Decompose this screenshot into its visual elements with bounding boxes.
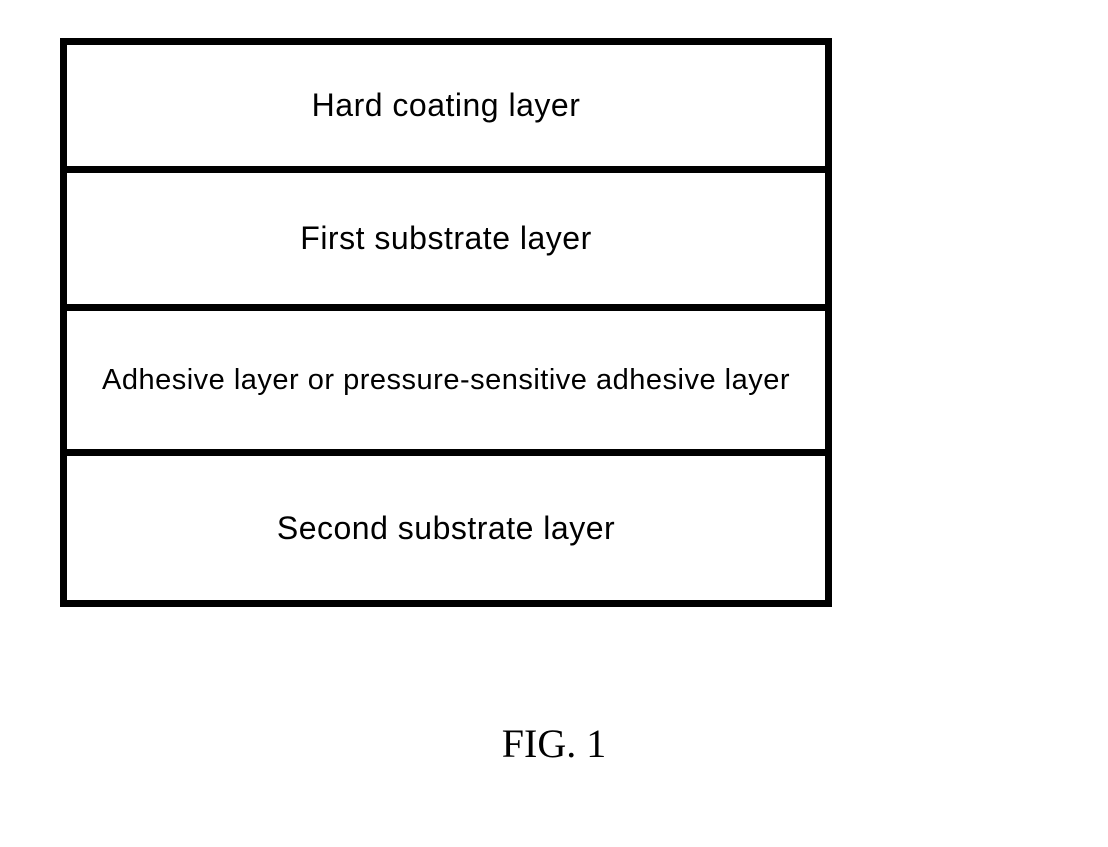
caption-text: FIG. 1 xyxy=(502,721,606,766)
layer-label: First substrate layer xyxy=(300,220,591,257)
layer-label: Adhesive layer or pressure-sensitive adh… xyxy=(102,364,790,397)
layer-adhesive: Adhesive layer or pressure-sensitive adh… xyxy=(60,304,832,449)
layer-stack-diagram: Hard coating layer First substrate layer… xyxy=(60,38,832,607)
figure-caption: FIG. 1 xyxy=(0,720,1108,767)
layer-hard-coating: Hard coating layer xyxy=(60,38,832,166)
layer-label: Second substrate layer xyxy=(277,510,615,547)
layer-second-substrate: Second substrate layer xyxy=(60,449,832,607)
layer-first-substrate: First substrate layer xyxy=(60,166,832,304)
layer-label: Hard coating layer xyxy=(312,87,581,124)
